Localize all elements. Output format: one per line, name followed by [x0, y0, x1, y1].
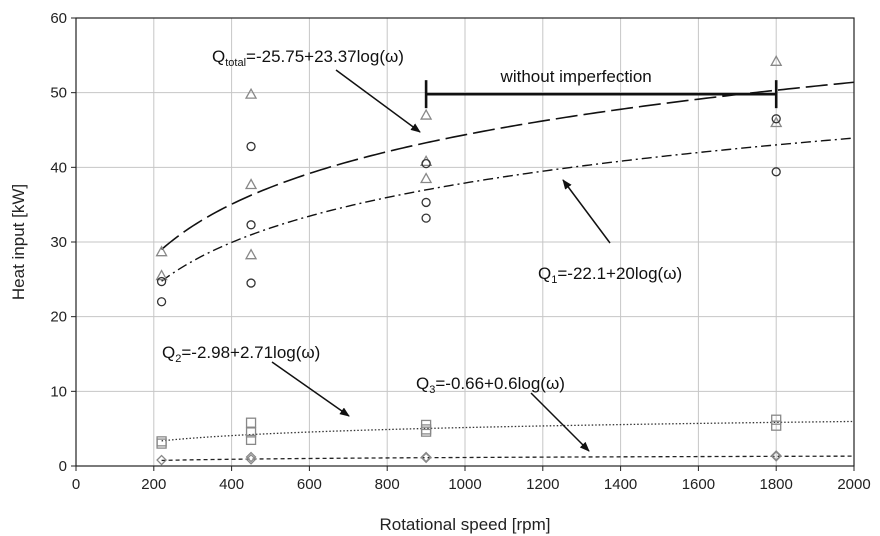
q1-fit-curve: [161, 137, 855, 282]
without-imperfection-bracket: without imperfection: [424, 67, 778, 109]
q2-fit-curve: [161, 420, 855, 442]
y-tick-label: 50: [50, 85, 67, 102]
triangle-point: [155, 269, 168, 281]
y-tick-label: 20: [50, 309, 67, 326]
circle-point: [156, 276, 167, 287]
circle-point: [421, 158, 431, 169]
q3-equation: Q3=-0.66+0.6log(ω): [416, 374, 565, 396]
circle-point: [156, 297, 167, 307]
triangle-point: [419, 172, 433, 184]
triangle-point: [244, 178, 258, 190]
x-tick-label: 200: [141, 476, 166, 493]
square-point: [156, 438, 167, 449]
circle-point: [771, 167, 781, 177]
y-tick-label: 30: [50, 234, 67, 251]
x-tick-label: 1000: [448, 476, 481, 493]
square-point: [420, 426, 432, 437]
x-tick-label: 1800: [760, 476, 793, 493]
diamond-point: [245, 451, 257, 463]
y-tick-label: 10: [50, 383, 67, 400]
x-tick-label: 400: [219, 476, 244, 493]
circle-point: [246, 141, 256, 152]
x-tick-label: 1600: [682, 476, 715, 493]
triangle-point: [770, 54, 783, 66]
grid: [71, 17, 855, 471]
circle-point: [771, 114, 781, 124]
x-tick-label: 1400: [604, 476, 637, 493]
q1-arrow: [562, 179, 611, 244]
y-axis-title: Heat input [kW]: [9, 184, 28, 300]
without-imperfection-label: without imperfection: [500, 67, 652, 86]
square-point: [245, 427, 257, 438]
x-tick-label: 2000: [837, 476, 870, 493]
x-tick-label: 1200: [526, 476, 559, 493]
x-tick-label: 0: [72, 476, 80, 493]
circle-point: [246, 220, 256, 230]
square-point: [245, 434, 257, 446]
q3-arrow: [530, 392, 590, 452]
triangle-point: [244, 248, 258, 260]
q-total-arrow: [335, 69, 421, 133]
x-axis-title: Rotational speed [rpm]: [379, 515, 550, 534]
q1-equation: Q1=-22.1+20log(ω): [538, 264, 682, 286]
y-tick-label: 0: [59, 458, 67, 475]
diamond-point: [420, 452, 432, 464]
q3-fit-curve: [161, 455, 855, 462]
diamond-point: [245, 453, 257, 465]
circle-point: [421, 197, 431, 208]
x-tick-labels: 0 200 400 600 800 1000 1200 1400 1600 1800 2000: [72, 476, 871, 493]
q2-equation: Q2=-2.98+2.71log(ω): [162, 343, 320, 365]
y-tick-label: 60: [50, 10, 67, 27]
triangle-point: [419, 108, 433, 120]
square-point: [771, 414, 782, 425]
square-point: [245, 417, 257, 428]
y-tick-labels: 0 10 20 30 40 50 60: [50, 10, 67, 475]
x-tick-label: 600: [297, 476, 322, 493]
q-total-equation: Qtotal=-25.75+23.37log(ω): [212, 47, 404, 69]
data-points: [155, 54, 783, 466]
square-point: [771, 420, 782, 431]
plot-frame: [75, 17, 855, 467]
diamond-point: [770, 450, 782, 462]
x-tick-label: 800: [375, 476, 400, 493]
y-tick-label: 40: [50, 159, 67, 176]
diamond-point: [156, 454, 167, 466]
triangle-point: [155, 245, 168, 257]
q2-arrow: [271, 361, 350, 417]
circle-point: [421, 213, 431, 223]
circle-point: [246, 278, 256, 288]
triangle-point: [244, 87, 258, 99]
